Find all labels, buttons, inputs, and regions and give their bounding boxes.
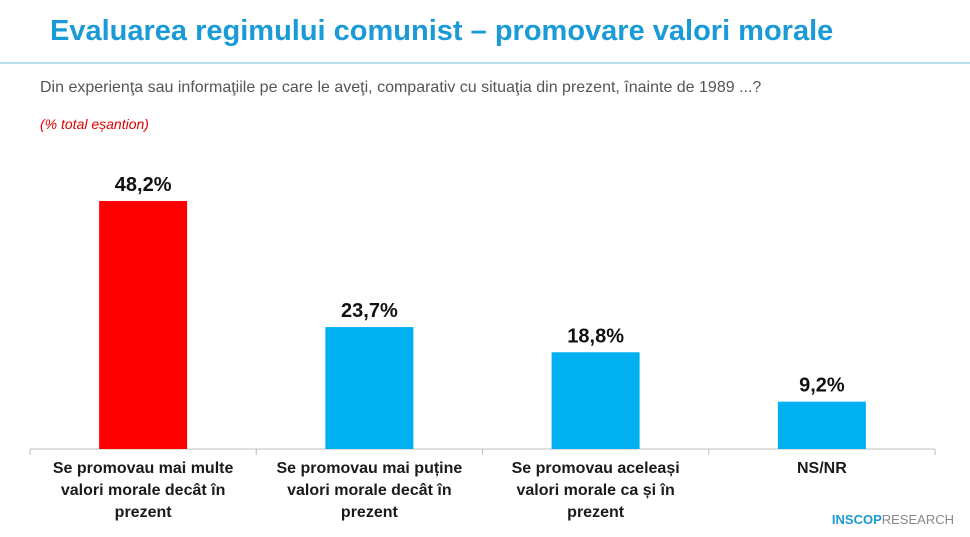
logo-brand: INSCOP [831, 512, 882, 527]
bar [551, 352, 640, 449]
bar [325, 327, 414, 449]
category-label: NS/NR [796, 460, 847, 477]
chart-note: (% total eșantion) [40, 116, 149, 132]
bar [777, 401, 866, 449]
bar [99, 201, 188, 449]
chart-title: Evaluarea regimului comunist – promovare… [50, 15, 834, 47]
logo-suffix: RESEARCH [881, 512, 954, 527]
value-label: 9,2% [799, 375, 845, 397]
category-label: Se promovau mai multe valori morale decâ… [52, 460, 234, 521]
value-label: 48,2% [115, 174, 172, 196]
value-label: 18,8% [567, 325, 624, 347]
category-label: Se promovau aceleași valori morale ca și… [511, 460, 680, 521]
chart-subtitle: Din experienţa sau informaţiile pe care … [40, 79, 762, 96]
logo: INSCOPRESEARCH [832, 512, 954, 527]
value-label: 23,7% [341, 300, 398, 322]
category-label: Se promovau mai puține valori morale dec… [276, 460, 463, 521]
